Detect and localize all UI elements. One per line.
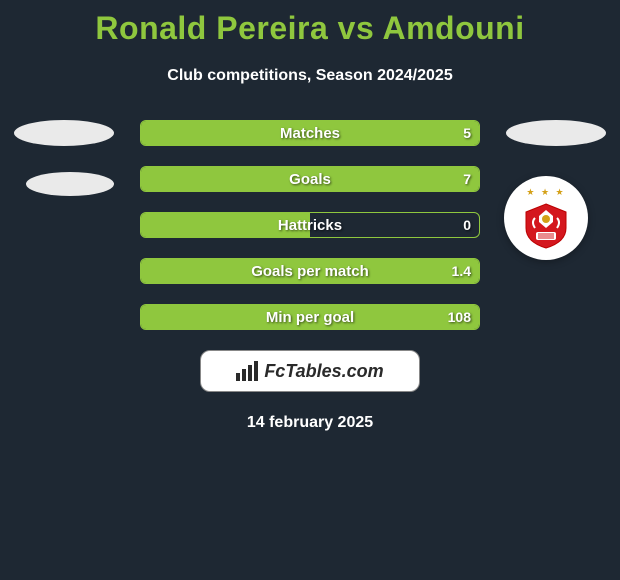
bar-label: Goals per match [141, 259, 479, 283]
bar-value: 0 [463, 213, 471, 237]
page-title: Ronald Pereira vs Amdouni [0, 0, 620, 47]
date-text: 14 february 2025 [0, 414, 620, 432]
bar-row: Min per goal 108 [140, 304, 480, 330]
bar-value: 108 [448, 305, 471, 329]
bar-row: Matches 5 [140, 120, 480, 146]
bars-container: Matches 5 Goals 7 Hattricks 0 Goals per … [140, 120, 480, 330]
bar-row: Goals per match 1.4 [140, 258, 480, 284]
bars-chart-icon [236, 361, 258, 381]
bar-row: Goals 7 [140, 166, 480, 192]
bar-value: 1.4 [452, 259, 471, 283]
bar-row: Hattricks 0 [140, 212, 480, 238]
subtitle: Club competitions, Season 2024/2025 [0, 67, 620, 85]
club-badge: ★ ★ ★ [504, 176, 588, 260]
bar-label: Min per goal [141, 305, 479, 329]
chart-area: ★ ★ ★ Matches 5 Goals 7 [0, 120, 620, 330]
bar-value: 7 [463, 167, 471, 191]
placeholder-ellipse-right [506, 120, 606, 146]
bar-value: 5 [463, 121, 471, 145]
bar-label: Matches [141, 121, 479, 145]
bar-label: Hattricks [141, 213, 479, 237]
placeholder-ellipse-left-top [14, 120, 114, 146]
bar-label: Goals [141, 167, 479, 191]
placeholder-ellipse-left-bottom [26, 172, 114, 196]
fctables-logo: FcTables.com [200, 350, 420, 392]
club-shield-icon [521, 200, 571, 250]
club-stars-icon: ★ ★ ★ [526, 187, 565, 198]
logo-text: FcTables.com [264, 361, 383, 382]
